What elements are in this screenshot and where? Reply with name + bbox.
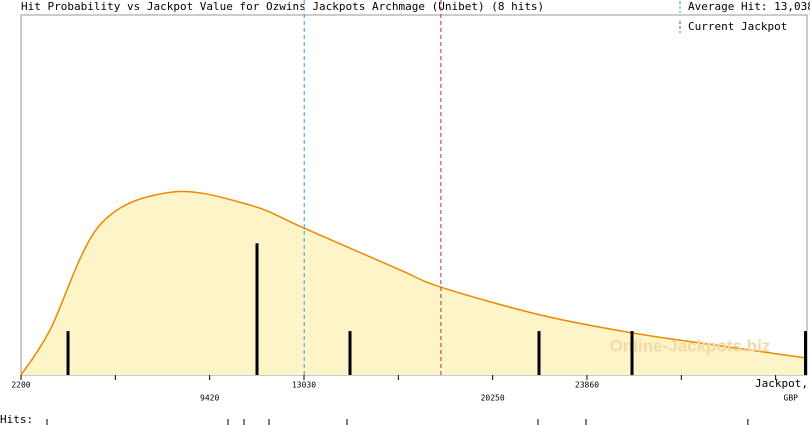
hit-bar [66,331,70,375]
hit-bar [255,243,259,375]
x-tick-label: 9420 [200,394,219,403]
chart-title: Hit Probability vs Jackpot Value for Ozw… [21,0,544,13]
x-tick-label: 23860 [575,381,599,390]
hit-bar [348,331,352,375]
hit-bar [804,331,807,375]
x-axis-label: GBP [784,394,799,403]
x-tick-label: 13030 [292,381,316,390]
curve-line [20,190,808,376]
hits-label: Hits: [0,413,33,425]
legend-label: Current Jackpot [688,20,787,33]
x-axis-label: Jackpot, [755,377,808,390]
x-tick-label: 2200 [11,381,30,390]
hit-bar [537,331,541,375]
hit-bar [630,331,634,375]
x-tick-label: 20250 [481,394,505,403]
watermark: Online-Jackpots.biz [610,336,771,355]
legend-label: Average Hit: 13,038 [688,0,810,13]
